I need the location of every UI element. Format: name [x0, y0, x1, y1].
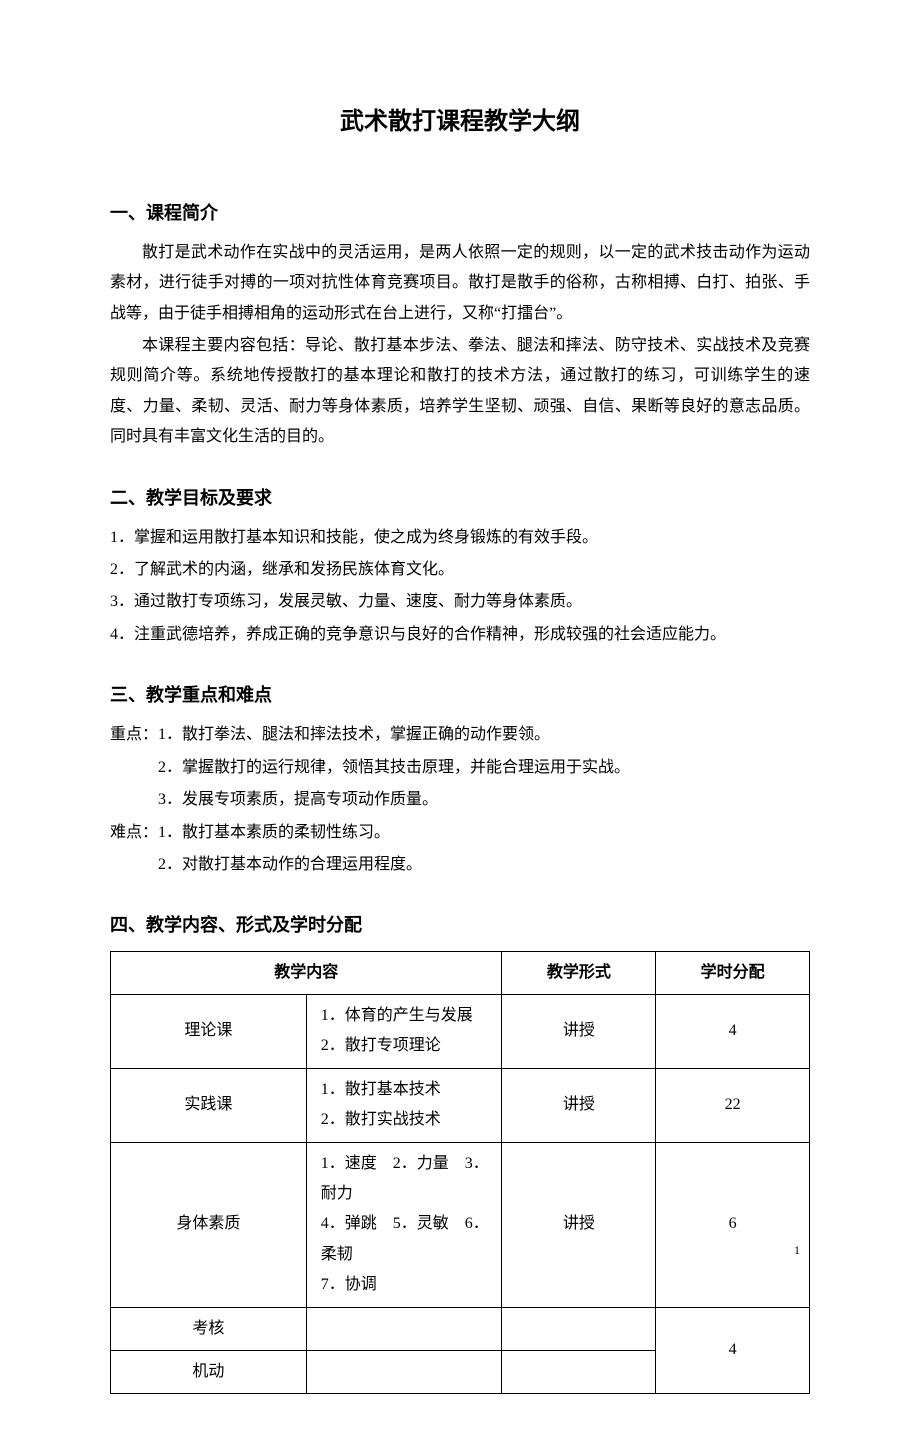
- focus-item-3: 3．发展专项素质，提高专项动作质量。: [110, 785, 810, 815]
- intro-paragraph-2: 本课程主要内容包括：导论、散打基本步法、拳法、腿法和摔法、防守技术、实战技术及竞…: [110, 331, 810, 453]
- cell-form: 讲授: [502, 1068, 656, 1142]
- objective-item-1: 1．掌握和运用散打基本知识和技能，使之成为终身锻炼的有效手段。: [110, 523, 810, 553]
- page-number: 1: [794, 1239, 800, 1262]
- content-line: 1．体育的产生与发展: [321, 1001, 492, 1031]
- cell-category: 理论课: [111, 994, 307, 1068]
- content-line: 1．速度 2．力量 3．耐力: [321, 1149, 492, 1210]
- objective-item-3: 3．通过散打专项练习，发展灵敏、力量、速度、耐力等身体素质。: [110, 587, 810, 617]
- cell-content: [306, 1307, 502, 1350]
- table-row: 身体素质 1．速度 2．力量 3．耐力 4．弹跳 5．灵敏 6．柔韧 7．协调 …: [111, 1142, 810, 1307]
- cell-hours: 22: [656, 1068, 810, 1142]
- cell-content: 1．速度 2．力量 3．耐力 4．弹跳 5．灵敏 6．柔韧 7．协调: [306, 1142, 502, 1307]
- table-row: 实践课 1．散打基本技术 2．散打实战技术 讲授 22: [111, 1068, 810, 1142]
- cell-form: [502, 1307, 656, 1350]
- cell-category: 考核: [111, 1307, 307, 1350]
- cell-hours: 4: [656, 1307, 810, 1394]
- cell-hours: 6: [656, 1142, 810, 1307]
- content-line: 7．协调: [321, 1270, 492, 1300]
- cell-category: 身体素质: [111, 1142, 307, 1307]
- table-header-row: 教学内容 教学形式 学时分配: [111, 951, 810, 994]
- header-content: 教学内容: [111, 951, 502, 994]
- cell-content: 1．体育的产生与发展 2．散打专项理论: [306, 994, 502, 1068]
- difficulty-item-2: 2．对散打基本动作的合理运用程度。: [110, 850, 810, 880]
- difficulty-line-1: 难点：1．散打基本素质的柔韧性练习。: [110, 818, 810, 848]
- cell-category: 机动: [111, 1350, 307, 1393]
- objective-item-4: 4．注重武德培养，养成正确的竞争意识与良好的合作精神，形成较强的社会适应能力。: [110, 620, 810, 650]
- section-keypoints-heading: 三、教学重点和难点: [110, 678, 810, 712]
- intro-paragraph-1: 散打是武术动作在实战中的灵活运用，是两人依照一定的规则，以一定的武术技击动作为运…: [110, 238, 810, 329]
- focus-item-1: 1．散打拳法、腿法和摔法技术，掌握正确的动作要领。: [158, 726, 550, 743]
- header-form: 教学形式: [502, 951, 656, 994]
- table-row: 考核 4: [111, 1307, 810, 1350]
- cell-hours: 4: [656, 994, 810, 1068]
- cell-content: [306, 1350, 502, 1393]
- content-line: 4．弹跳 5．灵敏 6．柔韧: [321, 1209, 492, 1270]
- content-line: 2．散打专项理论: [321, 1031, 492, 1061]
- content-line: 1．散打基本技术: [321, 1075, 492, 1105]
- cell-content: 1．散打基本技术 2．散打实战技术: [306, 1068, 502, 1142]
- focus-line-1: 重点：1．散打拳法、腿法和摔法技术，掌握正确的动作要领。: [110, 720, 810, 750]
- focus-item-2: 2．掌握散打的运行规律，领悟其技击原理，并能合理运用于实战。: [110, 753, 810, 783]
- cell-category: 实践课: [111, 1068, 307, 1142]
- cell-form: [502, 1350, 656, 1393]
- header-hours: 学时分配: [656, 951, 810, 994]
- schedule-table: 教学内容 教学形式 学时分配 理论课 1．体育的产生与发展 2．散打专项理论 讲…: [110, 951, 810, 1395]
- cell-form: 讲授: [502, 1142, 656, 1307]
- difficulty-label: 难点：: [110, 824, 158, 841]
- section-schedule-heading: 四、教学内容、形式及学时分配: [110, 908, 810, 942]
- cell-form: 讲授: [502, 994, 656, 1068]
- table-row: 理论课 1．体育的产生与发展 2．散打专项理论 讲授 4: [111, 994, 810, 1068]
- objective-item-2: 2．了解武术的内涵，继承和发扬民族体育文化。: [110, 555, 810, 585]
- table-body: 理论课 1．体育的产生与发展 2．散打专项理论 讲授 4 实践课 1．散打基本技…: [111, 994, 810, 1393]
- document-title: 武术散打课程教学大纲: [110, 100, 810, 146]
- section-objectives-heading: 二、教学目标及要求: [110, 481, 810, 515]
- content-line: 2．散打实战技术: [321, 1105, 492, 1135]
- focus-label: 重点：: [110, 726, 158, 743]
- difficulty-item-1: 1．散打基本素质的柔韧性练习。: [158, 824, 390, 841]
- section-intro-heading: 一、课程简介: [110, 196, 810, 230]
